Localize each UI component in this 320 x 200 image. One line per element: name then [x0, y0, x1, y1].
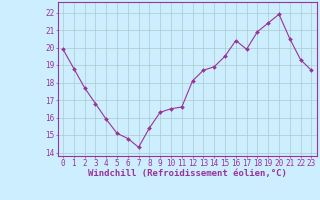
X-axis label: Windchill (Refroidissement éolien,°C): Windchill (Refroidissement éolien,°C) — [88, 169, 287, 178]
